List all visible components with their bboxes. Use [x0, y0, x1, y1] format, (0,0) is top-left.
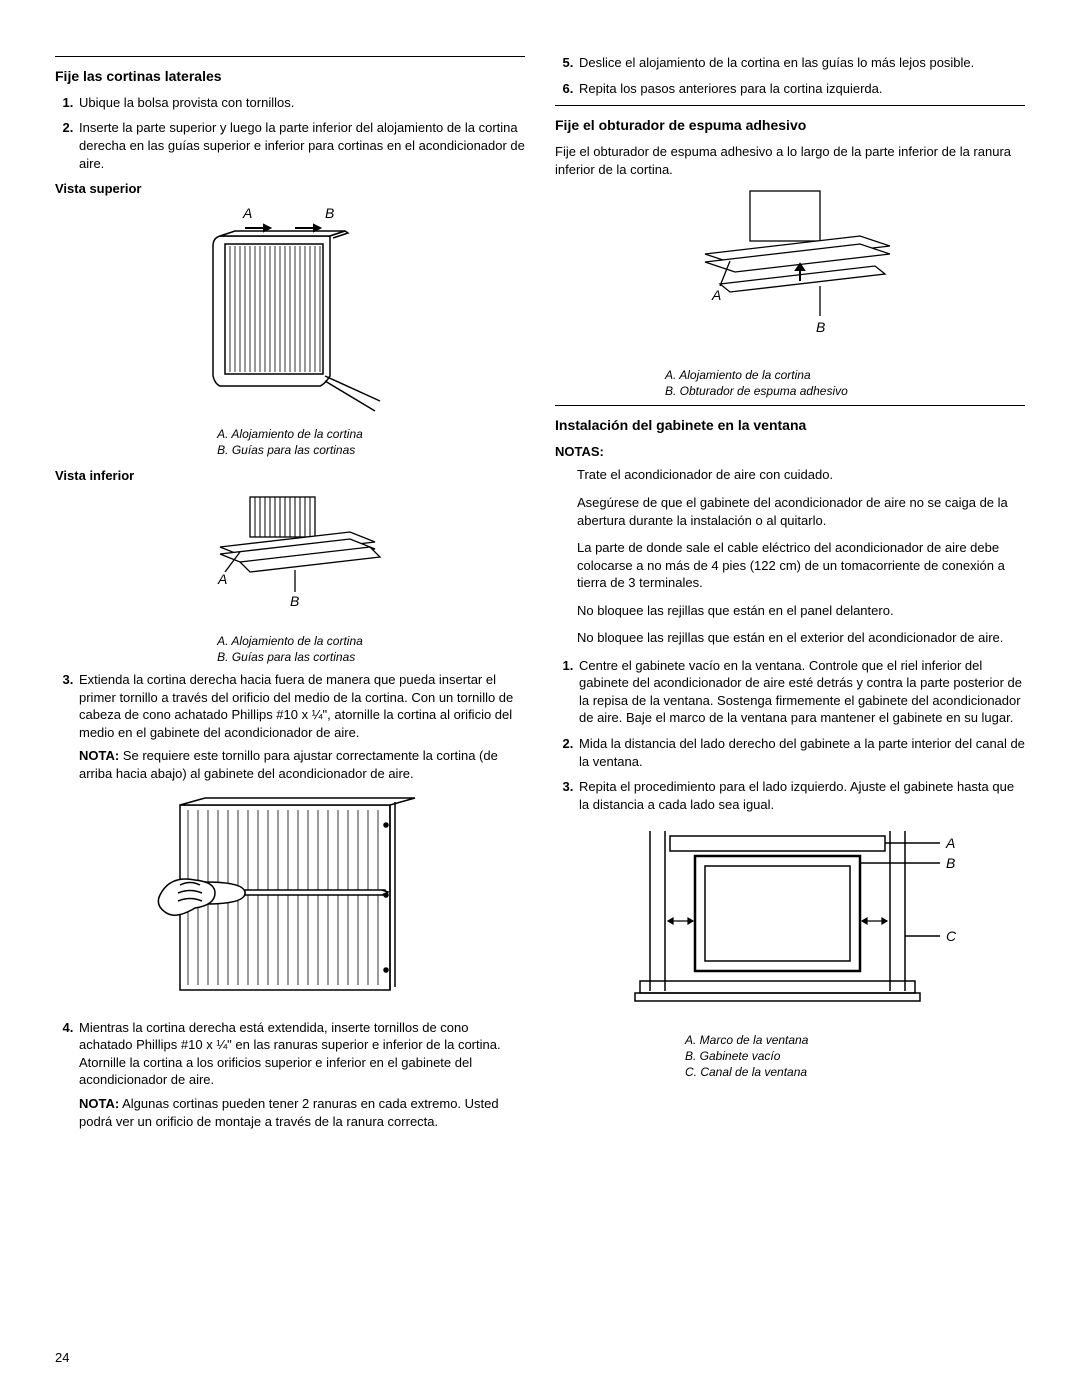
step-text: Repita los pasos anteriores para la cort… [579, 81, 883, 96]
steps-list-2: Extienda la cortina derecha hacia fuera … [55, 671, 525, 782]
steps-list-1: Ubique la bolsa provista con tornillos. … [55, 94, 525, 172]
section-body: Fije el obturador de espuma adhesivo a l… [555, 143, 1025, 178]
section-title: Fije el obturador de espuma adhesivo [555, 116, 1025, 135]
caption-b: B. Guías para las cortinas [217, 649, 363, 665]
note-3: La parte de donde sale el cable eléctric… [577, 539, 1025, 592]
step-text: Repita el procedimiento para el lado izq… [579, 779, 1014, 812]
right-column: Deslice el alojamiento de la cortina en … [555, 50, 1025, 1138]
note-2: Asegúrese de que el gabinete del acondic… [577, 494, 1025, 529]
foam-seal-diagram: A B [660, 186, 920, 356]
figure-window-cabinet: A B C A. Marco de la ventana B. Gabinete… [555, 821, 1025, 1080]
note-label: NOTA: [79, 748, 119, 763]
label-b: B [946, 855, 955, 871]
step-1: Ubique la bolsa provista con tornillos. [77, 94, 525, 112]
step-text: Inserte la parte superior y luego la par… [79, 120, 525, 170]
label-b: B [816, 319, 825, 335]
steps-list-4: Deslice el alojamiento de la cortina en … [555, 54, 1025, 97]
rule [555, 105, 1025, 106]
figure-caption: A. Alojamiento de la cortina B. Guías pa… [217, 633, 363, 665]
step-4: Mientras la cortina derecha está extendi… [77, 1019, 525, 1130]
label-a: A [242, 206, 252, 221]
label-b: B [325, 206, 334, 221]
curtain-bottom-view-diagram: A B [180, 492, 400, 622]
step-text: Mientras la cortina derecha está extendi… [79, 1020, 501, 1088]
section-title: Fije las cortinas laterales [55, 67, 525, 86]
step-3: Extienda la cortina derecha hacia fuera … [77, 671, 525, 782]
note-5: No bloquee las rejillas que están en el … [577, 629, 1025, 647]
label-c: C [946, 928, 957, 944]
s3-step-2: Mida la distancia del lado derecho del g… [577, 735, 1025, 770]
figure-foam-seal: A B A. Alojamiento de la cortina B. Obtu… [555, 186, 1025, 399]
note-label: NOTA: [79, 1096, 119, 1111]
steps-list-5: Centre el gabinete vacío en la ventana. … [555, 657, 1025, 813]
figure-vista-superior: A B A. Alojamiento de la cortina B. Guía… [55, 206, 525, 459]
rule [55, 56, 525, 57]
step-3-note: NOTA: Se requiere este tornillo para aju… [79, 747, 525, 782]
step-4-note: NOTA: Algunas cortinas pueden tener 2 ra… [79, 1095, 525, 1130]
figure-vista-inferior: A B A. Alojamiento de la cortina B. Guía… [55, 492, 525, 665]
label-a: A [945, 835, 955, 851]
step-text: Centre el gabinete vacío en la ventana. … [579, 658, 1022, 726]
caption-b: B. Guías para las cortinas [217, 442, 363, 458]
note-4: No bloquee las rejillas que están en el … [577, 602, 1025, 620]
caption-a: A. Alojamiento de la cortina [665, 367, 1025, 383]
caption-b: B. Obturador de espuma adhesivo [665, 383, 1025, 399]
two-column-layout: Fije las cortinas laterales Ubique la bo… [55, 50, 1025, 1138]
step-text: Extienda la cortina derecha hacia fuera … [79, 672, 513, 740]
s3-step-1: Centre el gabinete vacío en la ventana. … [577, 657, 1025, 727]
step-text: Deslice el alojamiento de la cortina en … [579, 55, 974, 70]
figure-caption: A. Marco de la ventana B. Gabinete vacío… [685, 1032, 808, 1081]
step-6: Repita los pasos anteriores para la cort… [577, 80, 1025, 98]
caption-b: B. Gabinete vacío [685, 1048, 808, 1064]
notes-heading: NOTAS: [555, 443, 1025, 461]
caption-a: A. Alojamiento de la cortina [217, 426, 363, 442]
label-b: B [290, 593, 299, 609]
curtain-top-view-diagram: A B [175, 206, 405, 416]
note-text: Se requiere este tornillo para ajustar c… [79, 748, 498, 781]
steps-list-3: Mientras la cortina derecha está extendi… [55, 1019, 525, 1130]
page-number: 24 [55, 1349, 69, 1367]
caption-a: A. Alojamiento de la cortina [217, 633, 363, 649]
subheading-vista-inferior: Vista inferior [55, 467, 525, 485]
left-column: Fije las cortinas laterales Ubique la bo… [55, 50, 525, 1138]
caption-a: A. Marco de la ventana [685, 1032, 808, 1048]
label-a: A [711, 287, 721, 303]
step-text: Mida la distancia del lado derecho del g… [579, 736, 1025, 769]
s3-step-3: Repita el procedimiento para el lado izq… [577, 778, 1025, 813]
step-text: Ubique la bolsa provista con tornillos. [79, 95, 294, 110]
step-5: Deslice el alojamiento de la cortina en … [577, 54, 1025, 72]
caption-c: C. Canal de la ventana [685, 1064, 808, 1080]
figure-screwdriver [55, 790, 525, 1015]
section-title: Instalación del gabinete en la ventana [555, 416, 1025, 435]
label-a: A [217, 571, 227, 587]
subheading-vista-superior: Vista superior [55, 180, 525, 198]
figure-caption: A. Alojamiento de la cortina B. Obturado… [665, 367, 1025, 399]
step-2: Inserte la parte superior y luego la par… [77, 119, 525, 172]
window-cabinet-diagram: A B C [610, 821, 970, 1021]
note-1: Trate el acondicionador de aire con cuid… [577, 466, 1025, 484]
notes-body: Trate el acondicionador de aire con cuid… [555, 466, 1025, 646]
rule [555, 405, 1025, 406]
note-text: Algunas cortinas pueden tener 2 ranuras … [79, 1096, 499, 1129]
screwdriver-diagram [150, 790, 430, 1010]
figure-caption: A. Alojamiento de la cortina B. Guías pa… [217, 426, 363, 458]
